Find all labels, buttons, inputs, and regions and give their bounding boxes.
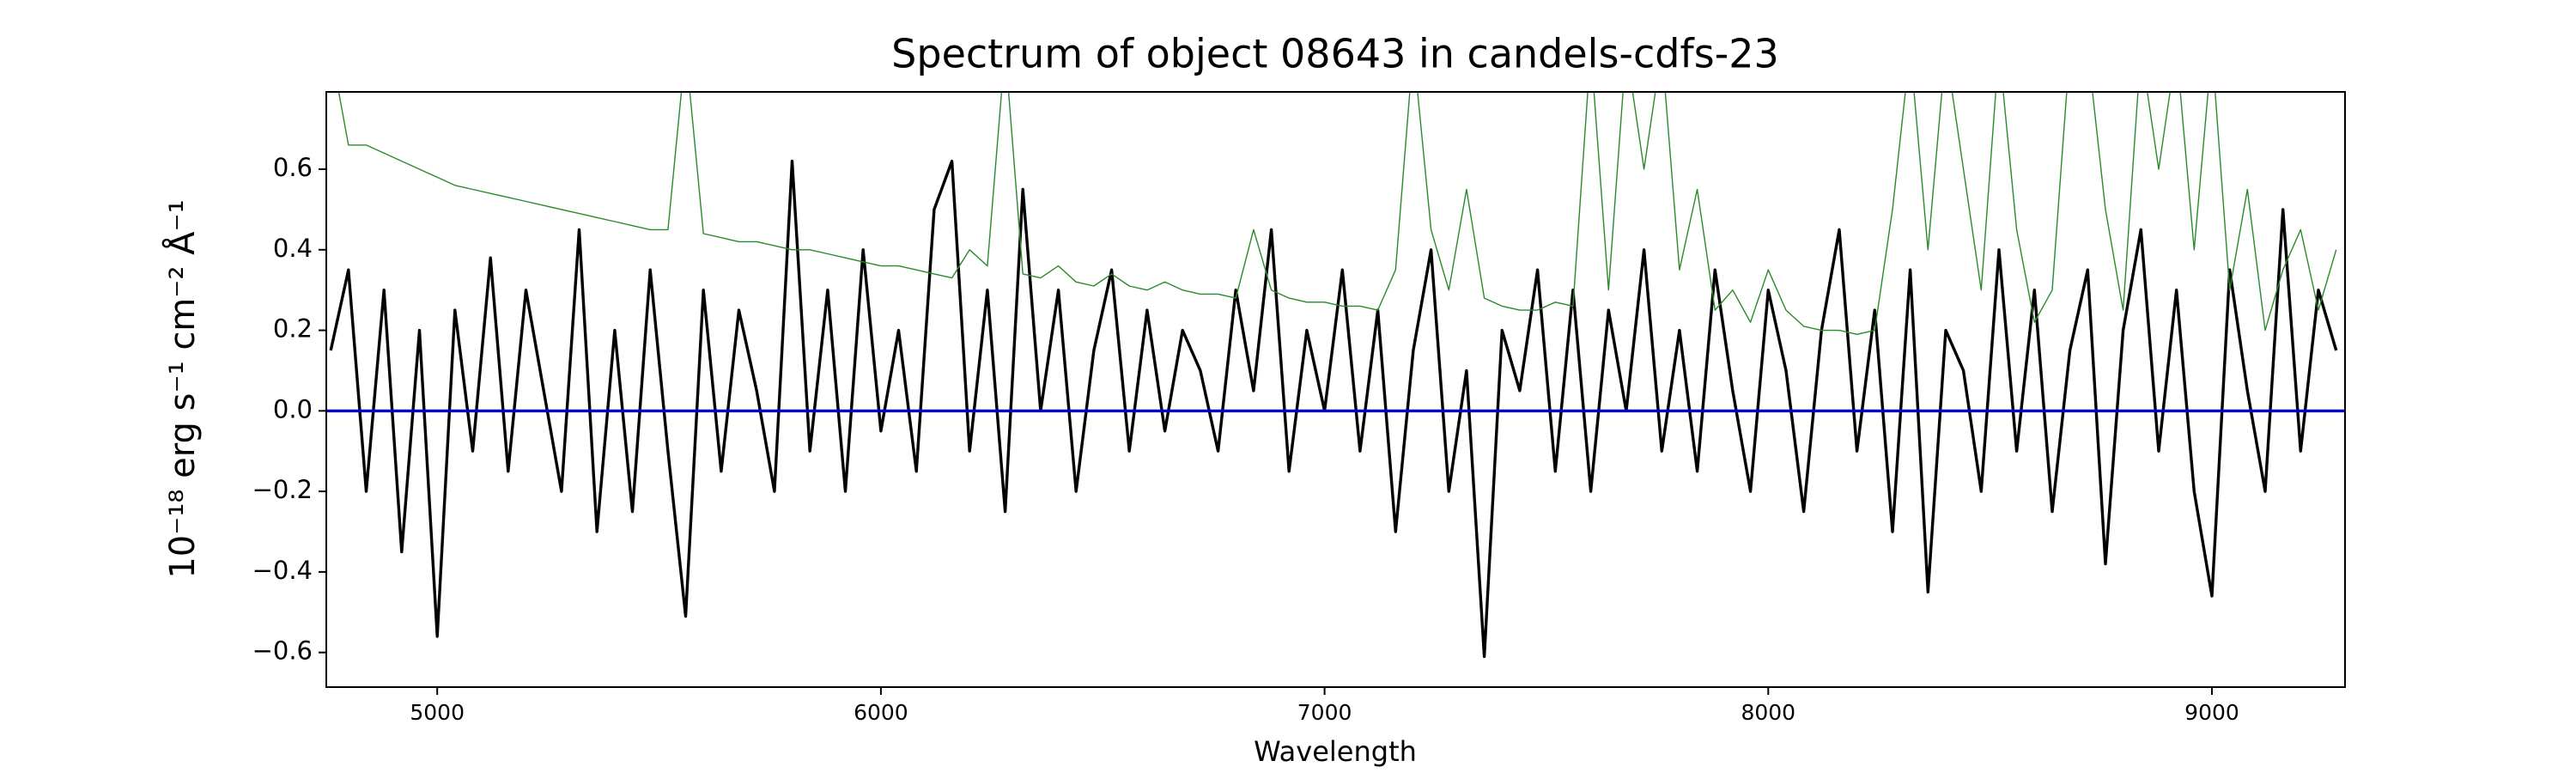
axes-frame (325, 91, 2346, 688)
y-tick-label: 0.2 (273, 314, 313, 344)
x-tick-label: 5000 (410, 700, 465, 725)
y-tick-label: −0.6 (252, 636, 313, 666)
y-tick-label: −0.4 (252, 556, 313, 585)
y-tick-label: 0.6 (273, 153, 313, 182)
spectrum-line (329, 159, 2338, 659)
y-tick-label: 0.0 (273, 394, 313, 423)
x-tick-label: 9000 (2184, 700, 2239, 725)
spectrum-line (337, 92, 2337, 335)
plot-area (326, 92, 2345, 659)
y-tick-label: −0.2 (252, 475, 313, 504)
chart-title: Spectrum of object 08643 in candels-cdfs… (891, 31, 1779, 77)
x-tick-label: 8000 (1741, 700, 1795, 725)
x-tick-label: 7000 (1297, 700, 1352, 725)
y-axis-label: 10⁻¹⁸ erg s⁻¹ cm⁻² Å⁻¹ (161, 199, 203, 578)
x-axis-label: Wavelength (1254, 735, 1417, 768)
x-tick-label: 6000 (854, 700, 908, 725)
y-tick-label: 0.4 (273, 234, 313, 263)
